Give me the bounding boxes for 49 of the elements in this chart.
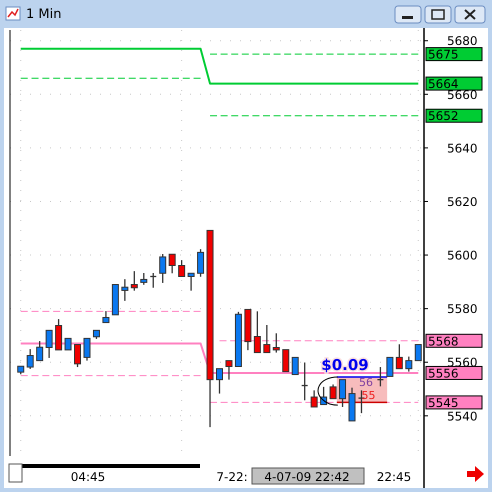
candlestick xyxy=(376,366,384,387)
chart-title: 1 Min xyxy=(26,7,62,22)
text: 7-22: xyxy=(216,470,248,484)
candlestick xyxy=(282,349,290,372)
candlestick xyxy=(36,340,44,362)
y-tick-label: 5640 xyxy=(447,141,478,156)
text: 04:45 xyxy=(70,470,106,484)
text: 4-07-09 22:42 xyxy=(264,470,350,484)
candlestick xyxy=(197,248,204,278)
candlestick xyxy=(339,378,346,408)
data-label: 5675 xyxy=(428,48,459,62)
candlestick xyxy=(292,356,299,376)
candlestick xyxy=(414,344,422,362)
candlestick xyxy=(168,254,176,274)
data-label: 5556 xyxy=(428,366,459,380)
candlestick xyxy=(330,384,337,400)
candlestick xyxy=(405,356,412,372)
candlestick xyxy=(396,344,403,370)
candlestick xyxy=(272,332,280,354)
annotation: 56 xyxy=(359,376,373,389)
annotation: $0.09 xyxy=(321,356,369,374)
candlestick xyxy=(178,259,186,278)
y-tick-label: 5580 xyxy=(447,302,478,316)
candlestick xyxy=(130,270,138,292)
candlestick xyxy=(310,390,318,408)
candlestick xyxy=(216,368,223,394)
y-tick-label: 5620 xyxy=(447,194,478,209)
y-tick-label: 5540 xyxy=(447,409,478,424)
candlestick xyxy=(254,310,261,354)
y-tick-label: 5680 xyxy=(447,34,478,48)
candlestick xyxy=(74,344,82,368)
y-tick-label: 5600 xyxy=(447,248,478,263)
candlestick xyxy=(102,310,110,324)
candlestick xyxy=(386,356,394,377)
candlestick xyxy=(140,272,148,286)
candlestick xyxy=(159,253,166,284)
data-label: 5652 xyxy=(428,109,459,124)
data-label: 5545 xyxy=(428,396,459,410)
candlestick xyxy=(46,330,53,359)
annotation: 55 xyxy=(362,389,376,402)
data-label: 5568 xyxy=(428,334,459,348)
candlestick xyxy=(225,360,232,380)
candlestick xyxy=(83,338,90,362)
candlestick xyxy=(64,338,72,350)
candlestick xyxy=(188,272,195,292)
candlestick xyxy=(26,348,34,370)
candlestick xyxy=(263,324,270,354)
candlestick xyxy=(121,278,128,302)
text: 22:45 xyxy=(376,470,412,484)
